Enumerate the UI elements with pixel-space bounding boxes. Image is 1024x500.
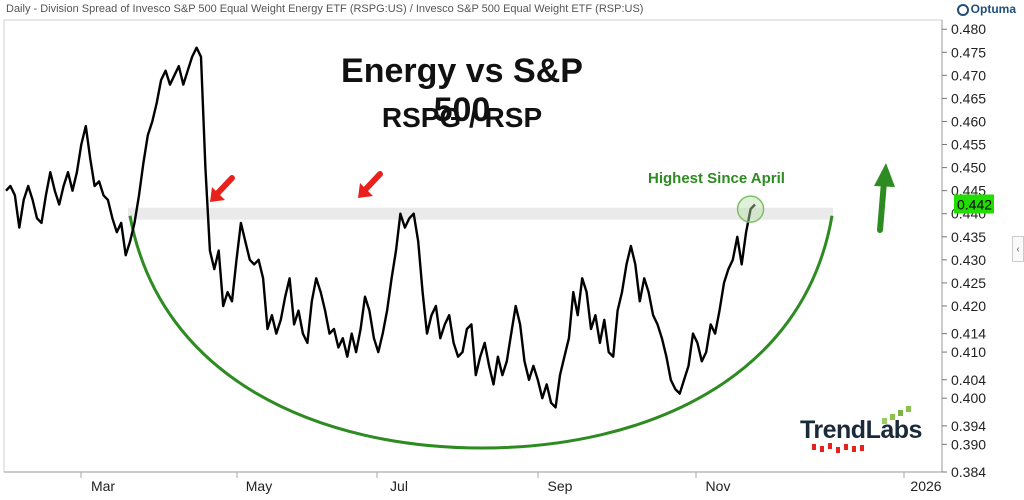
y-tick-label: 0.475 bbox=[951, 44, 986, 60]
y-tick-label: 0.435 bbox=[951, 229, 986, 245]
chart-subtitle: RSPG / RSP bbox=[381, 102, 543, 133]
plot-frame bbox=[3, 19, 943, 473]
x-tick-label: May bbox=[246, 478, 272, 494]
y-tick-label: 0.460 bbox=[951, 113, 986, 129]
y-tick-label: 0.400 bbox=[951, 390, 986, 406]
y-tick-label: 0.430 bbox=[951, 252, 986, 268]
y-tick-label: 0.410 bbox=[951, 344, 986, 360]
y-tick-label: 0.455 bbox=[951, 137, 986, 153]
x-tick-label: Sep bbox=[548, 478, 573, 494]
trendlabs-logo: TrendLabs bbox=[800, 416, 922, 444]
red-arrow-icon-april bbox=[210, 175, 235, 202]
red-arrow-icon-june bbox=[358, 171, 383, 198]
y-tick-label: 0.480 bbox=[951, 21, 986, 37]
y-tick-label: 0.414 bbox=[951, 326, 986, 342]
green-up-arrow-icon bbox=[874, 163, 895, 233]
y-tick-label: 0.394 bbox=[951, 418, 986, 434]
x-tick-label: Jul bbox=[390, 478, 408, 494]
provider-logo: Optuma bbox=[956, 2, 1016, 16]
y-tick-label: 0.390 bbox=[951, 436, 986, 452]
last-value-label: 0.442 bbox=[957, 196, 992, 212]
series-line-rspg-rsp bbox=[5, 46, 756, 409]
y-tick-label: 0.384 bbox=[951, 464, 986, 480]
y-tick-label: 0.450 bbox=[951, 160, 986, 176]
trendlabs-red-bars-icon bbox=[812, 443, 864, 453]
last-value-tag: 0.442 bbox=[954, 194, 994, 214]
trendlabs-bars-icon bbox=[882, 406, 911, 424]
x-tick-label: Mar bbox=[91, 478, 115, 494]
rounding-bottom-arc bbox=[128, 215, 834, 450]
chart-description: Daily - Division Spread of Invesco S&P 5… bbox=[6, 3, 644, 15]
y-tick-label: 0.425 bbox=[951, 275, 986, 291]
x-tick-label: Nov bbox=[706, 478, 731, 494]
collapse-panel-button[interactable]: ‹ bbox=[1012, 236, 1024, 262]
resistance-band bbox=[128, 207, 833, 220]
y-tick-label: 0.470 bbox=[951, 67, 986, 83]
provider-name: Optuma bbox=[970, 2, 1016, 16]
y-tick-label: 0.420 bbox=[951, 298, 986, 314]
y-tick-label: 0.404 bbox=[951, 372, 986, 388]
x-tick-label: 2026 bbox=[910, 478, 941, 494]
w-pattern-marker-icon bbox=[736, 195, 765, 223]
annotation-highest-since-april: Highest Since April bbox=[648, 170, 785, 187]
chart-title: Energy vs S&P 500 bbox=[341, 52, 583, 129]
y-tick-label: 0.465 bbox=[951, 90, 986, 106]
optuma-logo-icon bbox=[956, 4, 969, 16]
